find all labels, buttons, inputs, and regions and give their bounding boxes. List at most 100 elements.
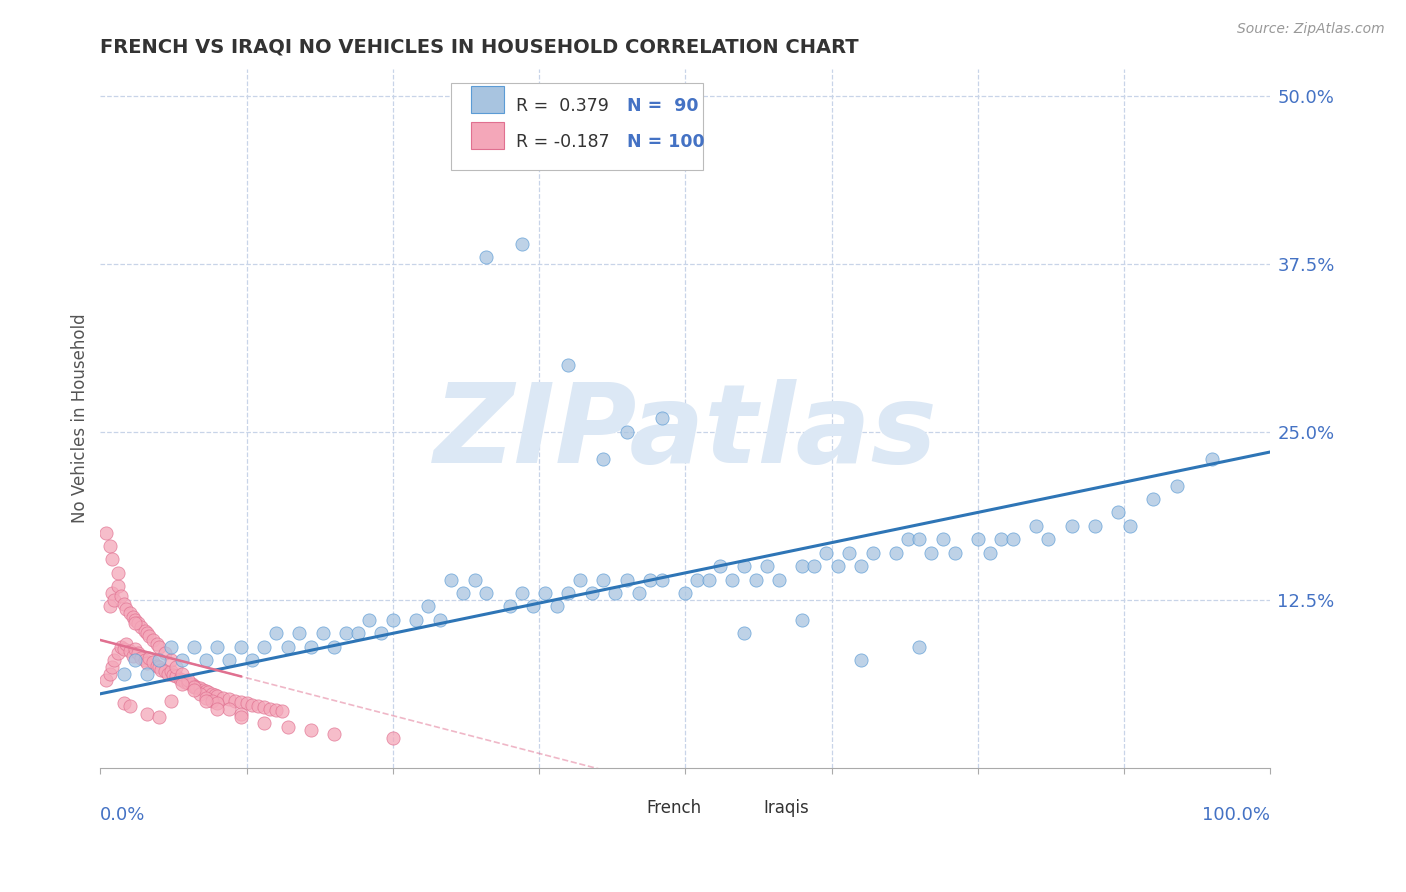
Point <box>733 626 755 640</box>
Point <box>908 640 931 654</box>
Point <box>148 640 170 654</box>
Point <box>224 693 246 707</box>
Point <box>534 586 557 600</box>
Text: N =  90: N = 90 <box>627 97 699 115</box>
Point <box>1001 533 1024 547</box>
Point <box>188 681 211 696</box>
Point <box>253 700 276 714</box>
Point <box>110 589 132 603</box>
Point <box>440 573 463 587</box>
Point <box>159 693 181 707</box>
Point <box>229 706 252 721</box>
Point <box>142 655 165 669</box>
Point <box>557 586 579 600</box>
Point <box>131 650 153 665</box>
Point <box>827 559 849 574</box>
Point <box>259 701 281 715</box>
Point <box>229 695 252 709</box>
Point <box>756 559 779 574</box>
Point <box>673 586 696 600</box>
Point <box>1166 478 1188 492</box>
Point <box>207 690 229 704</box>
FancyBboxPatch shape <box>451 83 703 170</box>
Point <box>183 680 205 694</box>
Point <box>142 633 165 648</box>
Point <box>709 559 731 574</box>
Point <box>1060 518 1083 533</box>
Point <box>172 677 194 691</box>
Point <box>288 626 311 640</box>
Point <box>849 559 872 574</box>
Point <box>253 716 276 731</box>
Point <box>733 559 755 574</box>
Point <box>138 650 160 665</box>
Point <box>218 653 240 667</box>
Point <box>838 546 860 560</box>
Point <box>153 664 176 678</box>
Point <box>148 660 170 674</box>
Point <box>229 709 252 723</box>
Point <box>200 693 222 707</box>
Point <box>169 672 191 686</box>
Point <box>1119 518 1142 533</box>
Point <box>194 653 217 667</box>
Point <box>194 684 217 698</box>
Text: 0.0%: 0.0% <box>100 806 146 824</box>
Point <box>101 586 124 600</box>
Point <box>194 693 217 707</box>
Point <box>264 626 287 640</box>
Point <box>651 411 673 425</box>
Point <box>107 579 129 593</box>
Point <box>115 602 138 616</box>
Point <box>103 592 125 607</box>
Point <box>475 250 498 264</box>
Point <box>967 533 990 547</box>
Point <box>299 723 322 737</box>
Point <box>165 660 187 674</box>
Text: R =  0.379: R = 0.379 <box>516 97 609 115</box>
Point <box>107 566 129 580</box>
Point <box>346 626 368 640</box>
Point <box>110 640 132 654</box>
Text: French: French <box>647 799 702 817</box>
Point <box>134 624 156 638</box>
Point <box>134 653 156 667</box>
Point <box>165 669 187 683</box>
Point <box>218 701 240 715</box>
Point <box>277 720 299 734</box>
Point <box>136 706 159 721</box>
Point <box>200 687 222 701</box>
Point <box>510 586 533 600</box>
Point <box>124 642 146 657</box>
Text: FRENCH VS IRAQI NO VEHICLES IN HOUSEHOLD CORRELATION CHART: FRENCH VS IRAQI NO VEHICLES IN HOUSEHOLD… <box>100 37 859 56</box>
Point <box>803 559 825 574</box>
Point <box>627 586 650 600</box>
Point <box>522 599 544 614</box>
Point <box>122 610 145 624</box>
Point <box>235 696 257 710</box>
Point <box>1142 491 1164 506</box>
Point <box>464 573 486 587</box>
Point <box>323 640 346 654</box>
FancyBboxPatch shape <box>471 86 503 113</box>
Point <box>277 640 299 654</box>
Text: R = -0.187: R = -0.187 <box>516 133 609 152</box>
Point <box>207 696 229 710</box>
Point <box>264 703 287 717</box>
Point <box>148 709 170 723</box>
Point <box>768 573 790 587</box>
Point <box>96 525 118 540</box>
Point <box>979 546 1001 560</box>
Point <box>1201 451 1223 466</box>
Point <box>145 658 167 673</box>
Point <box>475 586 498 600</box>
Point <box>118 606 141 620</box>
Point <box>148 653 170 667</box>
Point <box>592 573 614 587</box>
Point <box>124 653 146 667</box>
Text: ZIPatlas: ZIPatlas <box>433 379 938 486</box>
Point <box>136 656 159 670</box>
Point <box>136 666 159 681</box>
Point <box>193 682 215 697</box>
Point <box>112 597 135 611</box>
